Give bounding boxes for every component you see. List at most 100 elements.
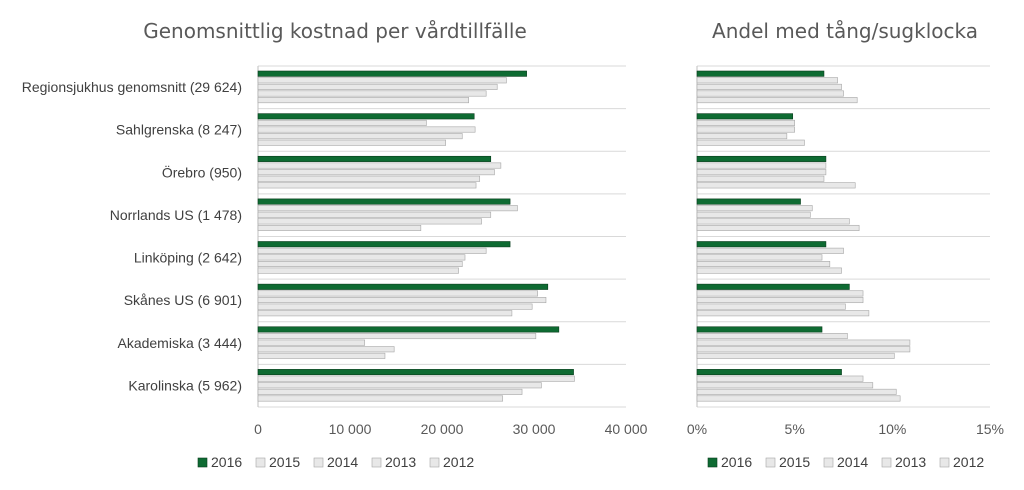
bar-2014 xyxy=(696,126,795,133)
bar-2015 xyxy=(257,333,537,340)
category-label: Sahlgrenska (8 247) xyxy=(116,122,242,138)
x-tick-label: 15% xyxy=(976,421,1004,437)
bar-2015 xyxy=(257,205,518,212)
legend-swatch-2016 xyxy=(707,457,718,468)
bar-2015 xyxy=(696,205,813,212)
bar-2012 xyxy=(257,352,386,359)
x-tick-label: 5% xyxy=(785,421,805,437)
bar-2016 xyxy=(696,283,850,290)
legend-swatch-2012 xyxy=(939,457,950,468)
left-legend: 2016 2015 2014 2013 2012 xyxy=(197,454,474,470)
category-label: Örebro (950) xyxy=(162,163,242,180)
bar-2013 xyxy=(696,218,850,225)
bar-2016 xyxy=(696,326,823,333)
x-tick-label: 40 000 xyxy=(605,421,648,437)
bar-2016 xyxy=(696,198,801,205)
bar-2015 xyxy=(696,290,864,297)
bar-2012 xyxy=(257,139,446,146)
bar-2013 xyxy=(257,346,395,353)
bar-2015 xyxy=(257,247,487,254)
bar-2014 xyxy=(696,297,864,304)
x-tick-label: 10 000 xyxy=(329,421,372,437)
bar-2013 xyxy=(257,133,463,140)
legend-label: 2015 xyxy=(269,454,300,470)
bar-2013 xyxy=(257,218,482,225)
bar-2015 xyxy=(696,77,838,84)
x-tick-label: 0% xyxy=(687,421,707,437)
bar-2016 xyxy=(257,326,560,333)
bar-2014 xyxy=(696,254,823,261)
bar-2014 xyxy=(696,382,874,389)
bar-2012 xyxy=(257,395,504,402)
right-plot-area: 0% 5% 10% 15% xyxy=(687,65,1004,437)
category-label: Linköping (2 642) xyxy=(134,250,242,266)
x-tick-label: 30 000 xyxy=(513,421,556,437)
legend-label: 2014 xyxy=(327,454,358,470)
bar-2014 xyxy=(257,297,547,304)
bar-2012 xyxy=(696,97,858,104)
bar-2015 xyxy=(257,375,575,382)
bar-2013 xyxy=(696,90,844,97)
bar-2012 xyxy=(257,97,469,104)
bar-2016 xyxy=(696,241,827,248)
bar-2015 xyxy=(696,333,848,340)
bar-2014 xyxy=(257,382,542,389)
bar-2012 xyxy=(257,310,513,317)
right-chart-title: Andel med tång/sugklocka xyxy=(712,19,978,43)
bar-2013 xyxy=(257,303,533,310)
legend-label: 2012 xyxy=(443,454,474,470)
bar-2012 xyxy=(696,267,842,274)
left-plot-area: 0 10 000 20 000 30 000 40 000 Regionsjukhus g… xyxy=(22,65,648,437)
bar-2013 xyxy=(257,260,463,267)
bar-2016 xyxy=(257,198,511,205)
bar-2016 xyxy=(257,155,492,162)
bar-2014 xyxy=(257,126,476,133)
bar-2016 xyxy=(696,113,794,120)
bar-2014 xyxy=(257,169,495,176)
legend-label: 2016 xyxy=(721,454,752,470)
bar-2013 xyxy=(257,90,487,97)
bar-2013 xyxy=(257,388,523,395)
bar-2014 xyxy=(257,339,366,346)
legend-label: 2012 xyxy=(953,454,984,470)
bar-2012 xyxy=(696,310,870,317)
bar-2016 xyxy=(257,241,511,248)
bar-2013 xyxy=(257,175,481,182)
bar-2014 xyxy=(696,211,811,218)
x-tick-label: 20 000 xyxy=(421,421,464,437)
bar-2015 xyxy=(257,290,538,297)
bar-2016 xyxy=(696,155,827,162)
bar-2012 xyxy=(696,224,860,231)
bar-2016 xyxy=(257,70,527,77)
bar-2015 xyxy=(696,247,844,254)
bar-2016 xyxy=(257,283,549,290)
x-tick-label: 0 xyxy=(254,421,262,437)
category-label: Karolinska (5 962) xyxy=(128,377,242,393)
right-legend: 2016 2015 2014 2013 2012 xyxy=(707,454,984,470)
bar-2014 xyxy=(257,211,492,218)
bar-2012 xyxy=(257,182,477,189)
bar-2016 xyxy=(257,113,475,120)
bar-2015 xyxy=(696,162,827,169)
legend-swatch-2012 xyxy=(429,457,440,468)
legend-swatch-2016 xyxy=(197,457,208,468)
category-label: Skånes US (6 901) xyxy=(124,292,242,308)
legend-label: 2013 xyxy=(895,454,926,470)
bar-2012 xyxy=(696,182,856,189)
bar-2014 xyxy=(696,169,827,176)
bar-2013 xyxy=(696,303,846,310)
bar-2013 xyxy=(696,388,897,395)
legend-label: 2014 xyxy=(837,454,868,470)
category-label: Regionsjukhus genomsnitt (29 624) xyxy=(22,79,242,95)
legend-swatch-2014 xyxy=(313,457,324,468)
legend-swatch-2014 xyxy=(823,457,834,468)
bar-2012 xyxy=(257,267,459,274)
left-chart-title: Genomsnittlig kostnad per vårdtillfälle xyxy=(143,19,527,43)
bar-2012 xyxy=(696,139,805,146)
category-label: Norrlands US (1 478) xyxy=(110,207,242,223)
bar-2013 xyxy=(696,260,831,267)
bar-2012 xyxy=(257,224,422,231)
bar-2013 xyxy=(696,346,911,353)
legend-swatch-2013 xyxy=(371,457,382,468)
